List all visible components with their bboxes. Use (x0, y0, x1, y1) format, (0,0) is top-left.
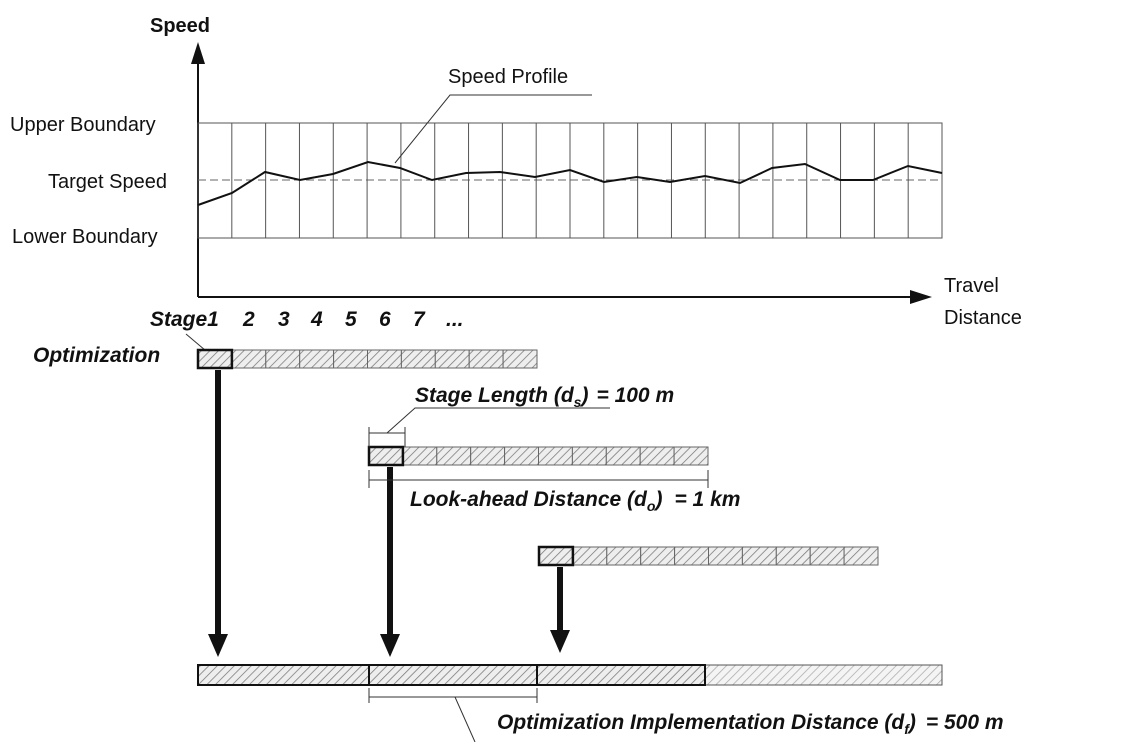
stage-cell (571, 446, 607, 466)
x-label: Travel (944, 275, 999, 297)
annotation: Stage Length (ds) = 100 m (415, 384, 674, 410)
stage-cell (231, 349, 267, 369)
stage-cell (640, 546, 676, 566)
stage-cell (436, 446, 472, 466)
stage-label: 5 (345, 308, 357, 331)
stage-cell (674, 546, 709, 566)
level-label: Lower Boundary (12, 226, 158, 248)
stage-cell (639, 446, 675, 466)
x-label: Distance (944, 307, 1022, 329)
annotation: Look-ahead Distance (do) = 1 km (410, 488, 740, 514)
stage-cell (775, 546, 811, 566)
implemented-segment (536, 664, 706, 686)
stage-cell (673, 446, 709, 466)
speed-profile (197, 160, 943, 206)
row-label: Optimization (33, 344, 160, 367)
dimension-lines (368, 407, 709, 742)
implemented-segment (368, 664, 538, 686)
stage-cell (606, 546, 642, 566)
level-label: Target Speed (48, 171, 167, 193)
stage-cell (538, 446, 573, 466)
level-label: Upper Boundary (10, 114, 156, 136)
current-stage (196, 348, 234, 370)
stage-label: 4 (310, 308, 323, 331)
stage-cell (741, 546, 777, 566)
stage-cell (843, 546, 879, 566)
current-stage (367, 445, 405, 467)
stage-cell (367, 349, 402, 369)
stage-label: 3 (278, 308, 290, 331)
stage-label: 2 (242, 308, 255, 331)
implemented-segment (197, 664, 370, 686)
stage-cell (265, 349, 301, 369)
profile-label: Speed Profile (448, 66, 568, 88)
stage-cell (504, 446, 540, 466)
arrows (208, 370, 570, 657)
stage-cell (468, 349, 504, 369)
stage-cell (502, 349, 538, 369)
stage-cell (470, 446, 506, 466)
stage-label: 6 (379, 308, 391, 331)
stage-cell (572, 546, 608, 566)
stage-label: ... (446, 308, 464, 331)
y-arrow (191, 42, 205, 64)
stage-cell (402, 446, 438, 466)
stage-cell (299, 349, 335, 369)
annotation: Optimization Implementation Distance (df… (497, 711, 1004, 737)
optimization-rows (196, 348, 879, 567)
stage-cell (809, 546, 845, 566)
current-stage (537, 545, 575, 567)
stage-cell (400, 349, 436, 369)
y-label: Speed (150, 15, 210, 37)
leader (394, 94, 592, 164)
stage-cell (333, 349, 369, 369)
stage-label: Stage1 (150, 308, 219, 331)
stage-cell (708, 546, 743, 566)
stage-cell (605, 446, 641, 466)
x-arrow (910, 290, 932, 304)
stage-cell (434, 349, 470, 369)
grid (197, 122, 943, 239)
stage-label: 7 (413, 308, 426, 331)
